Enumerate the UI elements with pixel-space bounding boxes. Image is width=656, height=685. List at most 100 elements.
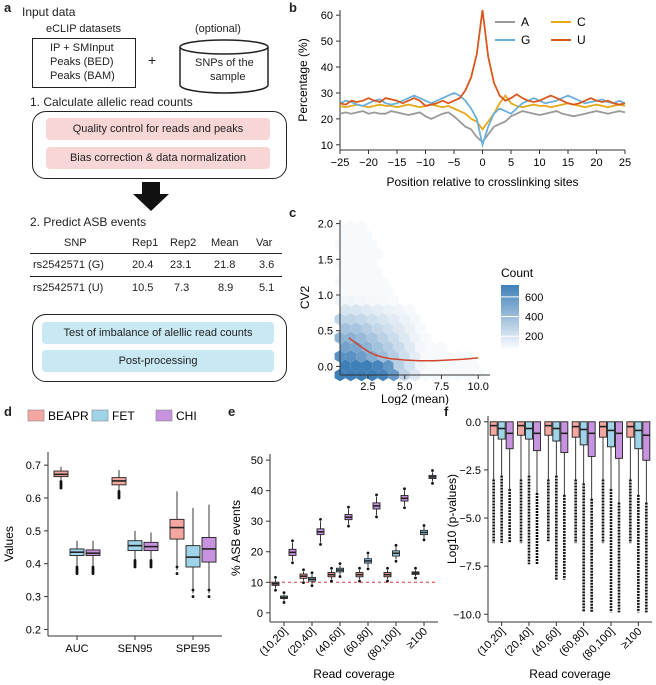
x-tick-label: −25: [331, 157, 350, 169]
y-tick-label: 50: [251, 455, 263, 467]
hex-bin: [350, 322, 362, 335]
hex-bin: [350, 266, 362, 279]
box: [599, 421, 607, 438]
outlier-point: [431, 469, 434, 472]
hex-bin: [393, 340, 405, 354]
hex-bin: [361, 229, 373, 242]
x-tick-label: (40,60]: [530, 626, 563, 659]
y-tick-label: −5.0: [459, 513, 481, 525]
hex-bin: [345, 220, 357, 233]
series-line-A: [339, 110, 626, 144]
x-tick-label: −15: [388, 157, 407, 169]
box: [587, 421, 596, 457]
hex-bin: [340, 359, 351, 372]
outlier-point: [422, 538, 426, 542]
hex-bin: [366, 313, 378, 326]
hex-bin: [468, 359, 480, 372]
box: [607, 421, 615, 448]
y-axis-title: Percentage (%): [296, 38, 310, 121]
outlier-point: [386, 579, 389, 583]
hex-bin: [350, 285, 362, 298]
hex-bin: [356, 257, 367, 270]
hex-bin: [388, 294, 400, 307]
outlier-point: [347, 524, 350, 528]
legend-label-G: G: [521, 33, 530, 47]
x-tick-label: −5: [448, 157, 461, 169]
hex-bin: [361, 247, 373, 261]
table-cell: 8.9: [218, 282, 234, 294]
legend-label-CHI: CHI: [176, 409, 197, 423]
outlier-point: [330, 579, 333, 583]
y-tick-label: −2.5: [459, 465, 481, 477]
y-axis-title: Log10 (p-values): [445, 474, 459, 564]
hex-bin: [415, 359, 426, 372]
hex-bin: [361, 266, 373, 279]
bias-correction-step: Bias correction & data normalization: [46, 147, 270, 169]
y-tick-label: 1.0: [318, 290, 333, 302]
hex-bin: [393, 303, 405, 317]
step2-box: [32, 314, 287, 382]
hex-bin: [366, 294, 378, 307]
hex-bin: [447, 359, 459, 372]
outlier-point: [338, 562, 342, 566]
hex-bin: [366, 257, 378, 270]
table-header-rep2: Rep2: [170, 237, 197, 249]
outlier-point: [366, 551, 370, 555]
y-tick-label: 50: [321, 36, 333, 48]
outlier-point: [375, 515, 378, 519]
table-cell: rs2542571 (U): [33, 282, 104, 294]
x-tick-label: 20: [590, 157, 602, 169]
panel-label-a: a: [4, 0, 12, 15]
box: [634, 421, 643, 450]
eclip-box: [32, 38, 136, 88]
hex-bin: [345, 313, 357, 326]
colorbar-label: 600: [525, 292, 543, 304]
x-tick-label: −10: [416, 157, 435, 169]
table-rule-top: [30, 253, 282, 254]
y-tick-label: 20: [321, 114, 333, 126]
step1-title: 1. Calculate allelic read counts: [30, 95, 193, 109]
table-cell: 20.4: [132, 259, 154, 271]
plus-sign: +: [148, 52, 157, 68]
legend-label-U: U: [577, 33, 586, 47]
hex-bin: [409, 331, 421, 344]
snp-cylinder: [179, 39, 269, 94]
hex-bin: [372, 322, 383, 335]
legend-swatch-FET: [91, 409, 109, 422]
chart-b: −25 −20 −15 −10 −5 0 5 10 15 20 25 10 20 30 40 50 60 Posi…: [296, 9, 631, 189]
colorbar: [501, 285, 519, 350]
legend-label-C: C: [577, 15, 586, 29]
hex-bin: [366, 331, 378, 344]
y-tick-label: −10.0: [453, 609, 481, 621]
outlier-point: [366, 567, 370, 571]
hex-bin: [383, 285, 394, 298]
y-tick-label: 30: [251, 516, 263, 528]
outlier-point: [75, 572, 79, 575]
y-axis-title: CV2: [298, 286, 312, 310]
y-tick-label: 60: [321, 10, 333, 22]
eclip-line-2: Peaks (BED): [50, 56, 114, 68]
box: [517, 421, 525, 436]
hex-bin: [366, 275, 378, 289]
legend-swatch-CHI: [155, 409, 173, 422]
x-tick-label: (20,40]: [502, 626, 535, 659]
hex-bin: [345, 275, 357, 289]
outlier-point: [175, 572, 179, 575]
box: [533, 421, 541, 452]
box: [525, 421, 533, 440]
x-tick-label: ≥100: [404, 626, 430, 652]
outlier-point: [358, 566, 361, 570]
hex-bin: [420, 350, 432, 363]
panel-label-c: c: [289, 205, 297, 220]
box: [505, 421, 514, 450]
outlier-point: [347, 505, 350, 509]
hex-bin: [377, 350, 389, 363]
box: [571, 421, 580, 438]
x-tick-label: 10: [533, 157, 545, 169]
colorbar-label: 200: [525, 331, 543, 343]
x-tick-label: ≥100: [619, 626, 645, 652]
x-tick-label: (10,20]: [475, 626, 508, 659]
outlier-point: [431, 481, 434, 485]
outlier-point: [191, 595, 195, 598]
outlier-point: [422, 524, 426, 527]
